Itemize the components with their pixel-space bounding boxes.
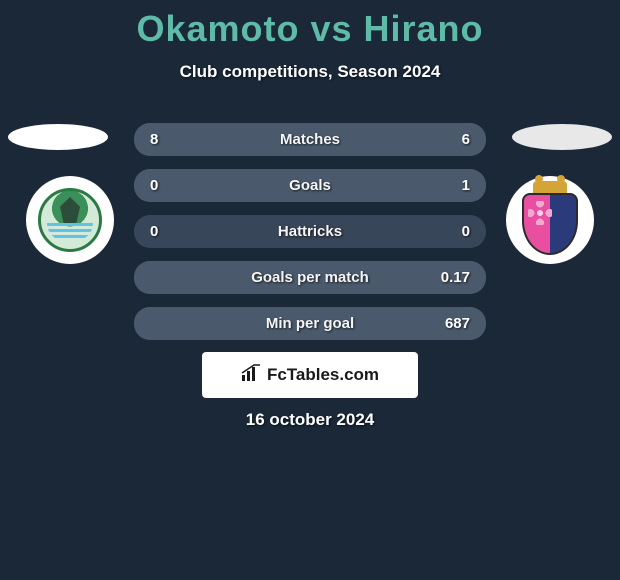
- stat-value-right: 6: [442, 131, 470, 148]
- stat-row: 8Matches6: [134, 123, 486, 156]
- stat-row: 0Hattricks0: [134, 215, 486, 248]
- player-right-ellipse: [512, 124, 612, 150]
- source-logo-text: FcTables.com: [267, 365, 379, 385]
- flower-icon: [530, 203, 550, 223]
- source-logo: FcTables.com: [202, 352, 418, 398]
- club-crest-right-emblem: [520, 185, 580, 255]
- bar-chart-icon: [241, 364, 261, 387]
- stat-label: Goals per match: [134, 269, 486, 286]
- club-crest-right: [506, 176, 594, 264]
- stat-label: Min per goal: [134, 315, 486, 332]
- stat-row: Min per goal687: [134, 307, 486, 340]
- subtitle: Club competitions, Season 2024: [0, 62, 620, 82]
- stat-label: Matches: [134, 131, 486, 148]
- page-title: Okamoto vs Hirano: [0, 0, 620, 50]
- player-left-ellipse: [8, 124, 108, 150]
- stat-row: 0Goals1: [134, 169, 486, 202]
- shield-icon: [522, 193, 578, 255]
- stat-label: Goals: [134, 177, 486, 194]
- stat-value-right: 0.17: [441, 269, 470, 286]
- date-label: 16 october 2024: [0, 410, 620, 430]
- stat-value-right: 1: [442, 177, 470, 194]
- stat-value-right: 687: [442, 315, 470, 332]
- club-crest-left-emblem: [38, 188, 102, 252]
- club-crest-left: [26, 176, 114, 264]
- stat-label: Hattricks: [134, 223, 486, 240]
- stat-row: Goals per match0.17: [134, 261, 486, 294]
- stat-value-right: 0: [442, 223, 470, 240]
- stats-container: 8Matches60Goals10Hattricks0Goals per mat…: [134, 123, 486, 353]
